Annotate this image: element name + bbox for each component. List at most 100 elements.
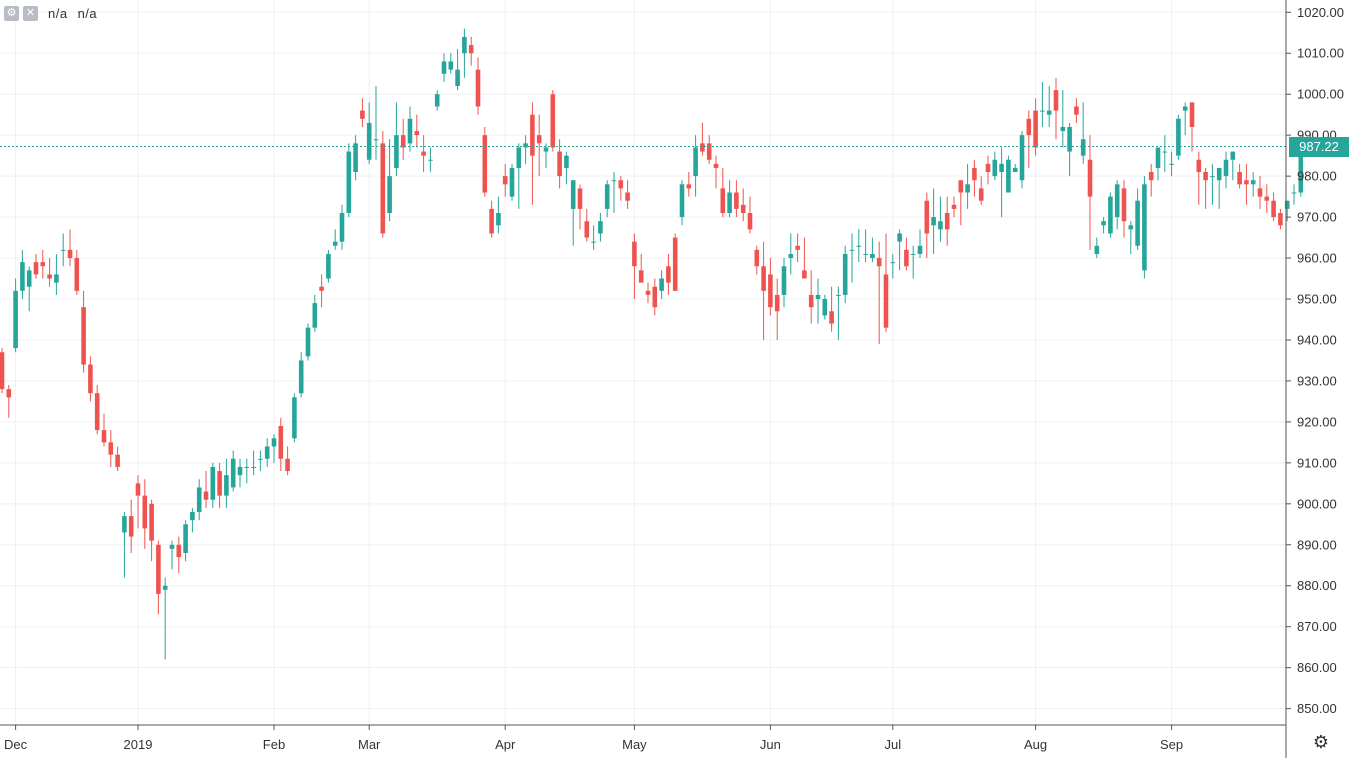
- candle-body: [312, 303, 318, 328]
- gear-icon[interactable]: ⚙: [4, 6, 19, 21]
- candle: [455, 49, 460, 91]
- candle: [319, 274, 324, 308]
- candle-body: [632, 241, 637, 267]
- candle: [659, 270, 664, 300]
- candle-body: [353, 143, 358, 173]
- candle: [815, 278, 821, 324]
- candle: [829, 286, 834, 332]
- candle-body: [652, 286, 658, 308]
- candle-body: [672, 237, 678, 291]
- candle: [20, 249, 25, 300]
- candle-body: [169, 544, 175, 549]
- candle: [305, 323, 311, 361]
- candle: [1210, 163, 1215, 205]
- candle-body: [958, 180, 964, 193]
- candle-body: [1067, 126, 1072, 152]
- candle-body: [829, 311, 834, 324]
- candle-body: [292, 397, 297, 439]
- candle-body: [468, 45, 474, 54]
- candle: [632, 233, 637, 300]
- candle: [1108, 192, 1113, 238]
- candle: [47, 258, 52, 287]
- price-tick-label: 870.00: [1297, 619, 1337, 634]
- candle: [183, 520, 188, 562]
- candle-body: [1019, 135, 1025, 181]
- candle: [564, 151, 569, 185]
- candle: [754, 245, 760, 275]
- candle: [965, 163, 970, 209]
- candle: [33, 253, 39, 279]
- candle: [836, 286, 841, 340]
- candle: [135, 475, 141, 529]
- candle: [516, 143, 522, 209]
- candle-body: [999, 163, 1004, 173]
- candle: [1216, 167, 1222, 209]
- price-tick-label: 940.00: [1297, 332, 1337, 347]
- time-tick-label: Dec: [4, 737, 28, 752]
- candle: [468, 36, 474, 66]
- candle: [326, 249, 331, 283]
- candle: [1033, 98, 1038, 156]
- candle-body: [883, 274, 889, 328]
- candle: [924, 192, 930, 259]
- gear-icon[interactable]: ⚙: [1312, 732, 1330, 752]
- candle-body: [400, 135, 406, 148]
- price-axis[interactable]: 1020.001010.001000.00990.00980.00970.009…: [1286, 5, 1344, 716]
- candle: [502, 163, 508, 197]
- candle: [1087, 135, 1093, 250]
- candle: [115, 446, 120, 472]
- close-icon[interactable]: ✕: [23, 6, 38, 21]
- candle-body: [183, 524, 188, 553]
- candle-body: [727, 192, 732, 213]
- candle-body: [706, 143, 712, 160]
- candle-body: [570, 180, 576, 209]
- candle-body: [890, 262, 896, 264]
- candle-body: [33, 262, 39, 275]
- candle-body: [849, 249, 855, 251]
- candle-body: [1182, 106, 1188, 111]
- candle: [1142, 176, 1147, 279]
- candle-body: [230, 458, 236, 488]
- candle-body: [1257, 188, 1263, 197]
- candle: [672, 233, 678, 291]
- price-tick-label: 910.00: [1297, 455, 1337, 470]
- candle-body: [965, 184, 970, 193]
- candle: [618, 176, 624, 201]
- candle-body: [1121, 188, 1127, 222]
- candle: [122, 512, 127, 578]
- candle-body: [516, 147, 522, 168]
- candle: [210, 462, 216, 508]
- candle-body: [557, 151, 562, 177]
- candle-body: [1203, 172, 1208, 181]
- candle: [414, 114, 420, 148]
- candle: [1155, 147, 1161, 181]
- candle-body: [1026, 118, 1032, 136]
- candle: [679, 180, 685, 226]
- candle-body: [550, 94, 556, 148]
- candle: [482, 126, 488, 197]
- candle: [251, 450, 256, 476]
- candle: [1019, 131, 1025, 189]
- candle: [557, 139, 562, 189]
- candle-body: [190, 512, 195, 521]
- candle-body: [26, 270, 32, 287]
- candle: [264, 438, 270, 467]
- candle-body: [693, 147, 698, 177]
- candle-body: [686, 184, 692, 189]
- candle: [1264, 184, 1270, 213]
- candle: [496, 196, 501, 234]
- candle-body: [611, 180, 617, 182]
- candle: [1162, 135, 1168, 173]
- candle: [312, 294, 318, 332]
- candle: [598, 212, 603, 242]
- time-axis[interactable]: Dec 2019 Feb Mar Apr May Jun Jul Aug Sep: [4, 725, 1183, 752]
- candle-body: [1210, 176, 1215, 178]
- candle: [292, 393, 297, 443]
- candle: [720, 167, 726, 218]
- candle-body: [278, 425, 284, 459]
- candle-body: [81, 307, 86, 365]
- candle-body: [380, 143, 386, 234]
- candle-body: [870, 253, 875, 259]
- candle: [958, 180, 964, 226]
